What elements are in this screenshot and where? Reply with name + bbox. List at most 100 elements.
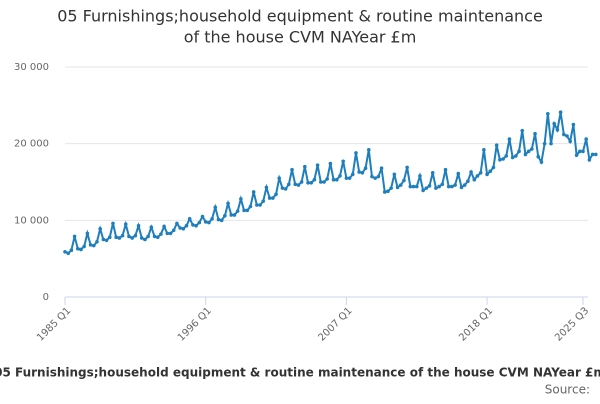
point: [344, 176, 349, 180]
chart-title: of the house CVM NAYear £m: [184, 28, 417, 47]
point: [194, 223, 198, 228]
point: [200, 214, 205, 219]
x-tick-label: 2018 Q1: [457, 305, 495, 343]
point: [418, 174, 422, 178]
point: [114, 235, 118, 239]
point: [312, 177, 317, 182]
point: [437, 184, 441, 189]
point: [421, 188, 425, 193]
point: [293, 182, 298, 187]
point: [258, 203, 262, 207]
point: [491, 165, 496, 170]
point: [392, 172, 397, 177]
point: [578, 149, 582, 154]
point: [593, 152, 598, 157]
y-tick-label: 20 000: [14, 139, 49, 150]
point: [274, 192, 278, 197]
point: [232, 213, 237, 217]
point: [546, 111, 550, 116]
point: [248, 204, 253, 209]
point: [402, 178, 406, 183]
point: [475, 174, 480, 178]
point: [427, 184, 432, 188]
point: [450, 184, 454, 189]
point: [155, 235, 160, 239]
point: [271, 196, 275, 200]
point: [95, 240, 99, 244]
x-tick-label: 2007 Q1: [317, 305, 355, 343]
point: [66, 251, 70, 256]
point: [255, 203, 259, 207]
point: [398, 183, 403, 187]
point: [533, 131, 537, 136]
point: [501, 157, 505, 161]
point: [341, 159, 345, 164]
y-tick-label: 30 000: [14, 62, 49, 73]
point: [549, 141, 553, 146]
point: [485, 172, 489, 177]
legend-label: 05 Furnishings;household equipment & rou…: [0, 366, 600, 380]
point: [568, 139, 573, 144]
point: [146, 234, 150, 239]
point: [63, 249, 67, 254]
point: [466, 179, 470, 184]
point: [440, 182, 445, 187]
point: [411, 184, 416, 189]
point: [453, 183, 457, 187]
point: [178, 226, 182, 230]
point: [165, 231, 170, 236]
x-tick-label: 1996 Q1: [176, 305, 214, 343]
point: [159, 232, 163, 236]
point: [226, 201, 230, 206]
point: [75, 246, 80, 251]
point: [395, 185, 400, 190]
point: [530, 147, 534, 151]
point: [482, 148, 486, 152]
point: [370, 174, 374, 179]
point: [347, 176, 352, 180]
point: [162, 224, 166, 229]
point: [127, 234, 131, 239]
point: [69, 248, 74, 253]
x-tick-label: 1985 Q1: [35, 305, 73, 343]
point: [424, 186, 429, 190]
point: [462, 183, 467, 187]
y-tick-label: 10 000: [14, 215, 49, 226]
point: [85, 231, 90, 236]
point: [542, 141, 547, 146]
point: [363, 166, 368, 170]
point: [446, 184, 451, 189]
point: [136, 223, 141, 228]
point: [434, 186, 438, 190]
point: [143, 237, 147, 242]
point: [107, 235, 112, 239]
point: [187, 217, 192, 221]
point: [290, 167, 294, 172]
point: [354, 151, 358, 155]
point: [523, 152, 528, 157]
point: [408, 184, 413, 189]
point: [517, 149, 521, 154]
point: [213, 205, 218, 210]
point: [296, 183, 301, 187]
point: [239, 197, 243, 201]
point: [539, 160, 544, 164]
point: [334, 177, 339, 182]
point: [191, 223, 195, 227]
point: [587, 157, 592, 162]
point: [459, 185, 464, 190]
point: [498, 157, 502, 162]
point: [306, 180, 310, 185]
point: [315, 163, 320, 167]
point: [168, 231, 173, 236]
point: [82, 244, 86, 249]
point: [520, 128, 525, 133]
point: [303, 164, 307, 169]
point: [319, 180, 323, 184]
point: [111, 221, 115, 226]
point: [571, 122, 576, 127]
point: [357, 170, 361, 174]
point: [469, 170, 473, 174]
point: [91, 243, 96, 248]
